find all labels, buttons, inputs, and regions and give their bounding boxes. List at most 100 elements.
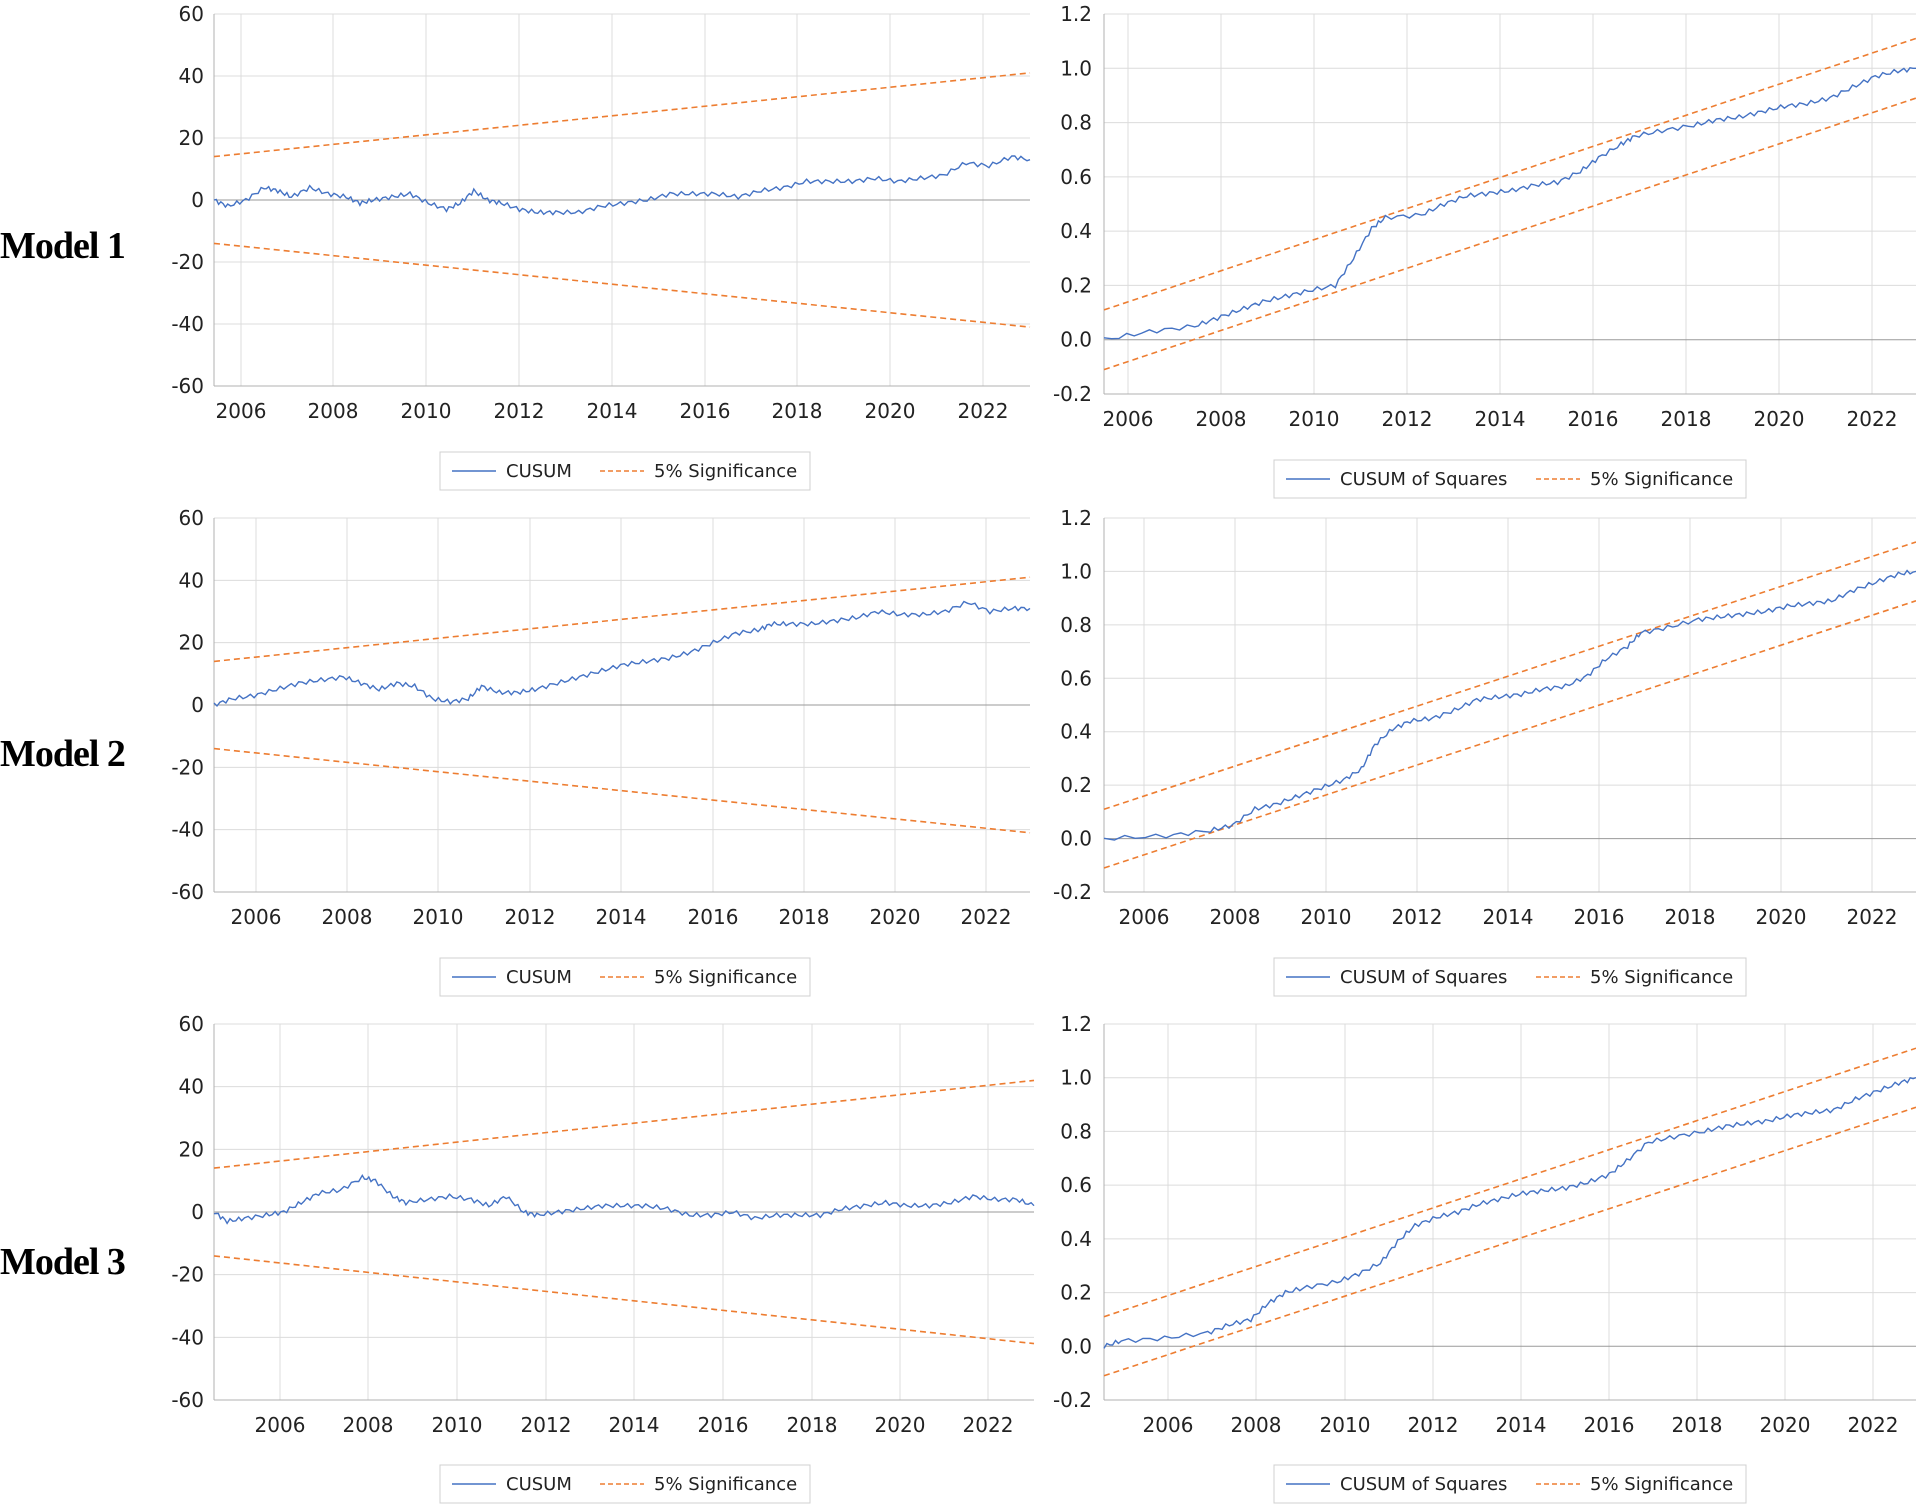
sig-upper-line — [213, 72, 1031, 158]
x-tick-label: 2020 — [870, 905, 921, 929]
y-tick-label: 20 — [179, 631, 204, 655]
sig-upper-line — [213, 1079, 1035, 1169]
x-tick-label: 2016 — [1568, 407, 1619, 431]
legend-label-series: CUSUM — [506, 1474, 572, 1495]
legend-box — [1273, 957, 1747, 997]
series-line — [1103, 67, 1916, 340]
y-tick-label: -60 — [171, 374, 204, 398]
x-tick-label: 2008 — [343, 1413, 394, 1437]
y-tick-label: 0 — [191, 693, 204, 717]
y-tick-label: -40 — [171, 312, 204, 336]
y-tick-label: -40 — [171, 1325, 204, 1349]
x-tick-label: 2008 — [1196, 407, 1247, 431]
legend: CUSUM 5% Significance — [439, 957, 811, 997]
sig-lower-line — [213, 1255, 1035, 1345]
x-tick-label: 2022 — [1847, 407, 1898, 431]
x-tick-label: 2008 — [322, 905, 373, 929]
legend-label-sig: 5% Significance — [1590, 469, 1733, 490]
y-tick-label: 60 — [179, 506, 204, 530]
series-line — [213, 1174, 1035, 1225]
x-tick-label: 2016 — [1584, 1413, 1635, 1437]
x-tick-label: 2014 — [587, 399, 638, 423]
legend-label-sig: 5% Significance — [654, 1474, 797, 1495]
x-tick-label: 2014 — [596, 905, 647, 929]
x-tick-label: 2014 — [1496, 1413, 1547, 1437]
legend-label-series: CUSUM of Squares — [1340, 469, 1507, 490]
x-tick-label: 2006 — [216, 399, 267, 423]
x-tick-label: 2010 — [1301, 905, 1352, 929]
x-tick-label: 2018 — [1661, 407, 1712, 431]
x-tick-label: 2006 — [255, 1413, 306, 1437]
x-tick-label: 2020 — [1760, 1413, 1811, 1437]
y-tick-label: -0.2 — [1053, 880, 1092, 904]
x-tick-label: 2016 — [680, 399, 731, 423]
x-tick-label: 2010 — [1320, 1413, 1371, 1437]
legend-label-sig: 5% Significance — [654, 967, 797, 988]
y-tick-label: -20 — [171, 755, 204, 779]
y-tick-label: 0.6 — [1060, 1173, 1092, 1197]
sig-upper-line — [1103, 541, 1916, 810]
y-tick-label: 40 — [179, 1075, 204, 1099]
y-tick-label: 1.2 — [1060, 506, 1092, 530]
y-tick-label: 0.0 — [1060, 1334, 1092, 1358]
x-tick-label: 2016 — [698, 1413, 749, 1437]
y-tick-label: 0.4 — [1060, 720, 1092, 744]
x-tick-label: 2012 — [494, 399, 545, 423]
x-tick-label: 2014 — [609, 1413, 660, 1437]
x-tick-label: 2018 — [779, 905, 830, 929]
sig-lower-line — [213, 747, 1031, 834]
legend: CUSUM of Squares 5% Significance — [1273, 459, 1747, 499]
y-tick-label: -40 — [171, 818, 204, 842]
x-tick-label: 2018 — [1665, 905, 1716, 929]
m1-cusum-chart: 60 40 20 0 -20 -40 -60 2006 2008 2010 2012 2014 2016… — [171, 2, 1031, 491]
x-tick-label: 2012 — [1408, 1413, 1459, 1437]
legend: CUSUM 5% Significance — [439, 1464, 811, 1504]
x-tick-label: 2008 — [308, 399, 359, 423]
x-tick-label: 2020 — [865, 399, 916, 423]
sig-lower-line — [1103, 1106, 1916, 1377]
x-tick-label: 2006 — [231, 905, 282, 929]
y-tick-label: 0.2 — [1060, 1281, 1092, 1305]
y-tick-label: -0.2 — [1053, 382, 1092, 406]
row-label-model-3: Model 3 — [0, 1241, 125, 1283]
series-line — [213, 600, 1031, 708]
x-tick-label: 2018 — [787, 1413, 838, 1437]
y-tick-label: 60 — [179, 1012, 204, 1036]
x-tick-label: 2014 — [1475, 407, 1526, 431]
m1-cusumsq-chart: 1.2 1.0 0.8 0.6 0.4 0.2 0.0 -0.2 2006 2008 2010 201… — [1053, 2, 1916, 499]
legend: CUSUM of Squares 5% Significance — [1273, 957, 1747, 997]
x-tick-label: 2022 — [963, 1413, 1014, 1437]
y-tick-label: 1.0 — [1060, 559, 1092, 583]
series-line — [1103, 1076, 1916, 1349]
y-tick-label: 60 — [179, 2, 204, 26]
y-tick-label: 0 — [191, 1200, 204, 1224]
y-tick-label: -20 — [171, 250, 204, 274]
sig-upper-line — [1103, 37, 1916, 311]
charts-container: 60 40 20 0 -20 -40 -60 2006 2008 2010 2012 2014 2016… — [171, 2, 1916, 1504]
legend-label-series: CUSUM of Squares — [1340, 1474, 1507, 1495]
x-tick-label: 2012 — [1382, 407, 1433, 431]
sig-lower-line — [213, 242, 1031, 328]
x-tick-label: 2020 — [1754, 407, 1805, 431]
legend: CUSUM of Squares 5% Significance — [1273, 1464, 1747, 1504]
legend-label-sig: 5% Significance — [1590, 1474, 1733, 1495]
x-tick-label: 2006 — [1103, 407, 1154, 431]
legend-label-sig: 5% Significance — [1590, 967, 1733, 988]
x-tick-label: 2010 — [401, 399, 452, 423]
y-tick-label: 0.4 — [1060, 1227, 1092, 1251]
m3-cusum-chart: 60 40 20 0 -20 -40 -60 2006 2008 2010 2012 2014 2016… — [171, 1012, 1035, 1504]
x-tick-label: 2022 — [1848, 1413, 1899, 1437]
legend-label-sig: 5% Significance — [654, 461, 797, 482]
legend-label-series: CUSUM — [506, 967, 572, 988]
x-tick-label: 2016 — [688, 905, 739, 929]
x-tick-label: 2018 — [1672, 1413, 1723, 1437]
m2-cusumsq-chart: 1.2 1.0 0.8 0.6 0.4 0.2 0.0 -0.2 2006 2008 2010 201… — [1053, 506, 1916, 997]
y-tick-label: -0.2 — [1053, 1388, 1092, 1412]
legend-label-series: CUSUM of Squares — [1340, 967, 1507, 988]
x-tick-label: 2010 — [432, 1413, 483, 1437]
y-tick-label: 20 — [179, 1137, 204, 1161]
m3-cusumsq-chart: 1.2 1.0 0.8 0.6 0.4 0.2 0.0 -0.2 2006 2008 2010 201… — [1053, 1012, 1916, 1504]
legend-box — [1273, 1464, 1747, 1504]
y-tick-label: 0.6 — [1060, 666, 1092, 690]
y-tick-label: 0.0 — [1060, 328, 1092, 352]
